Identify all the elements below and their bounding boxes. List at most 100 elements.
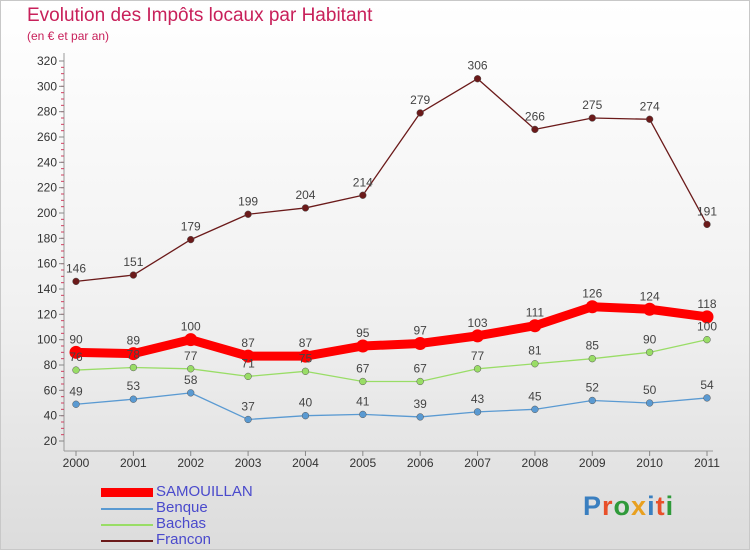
data-label: 76 — [69, 350, 83, 364]
data-point — [301, 412, 310, 420]
y-tick-label: 280 — [37, 105, 57, 119]
data-point — [531, 360, 539, 368]
data-point — [184, 333, 198, 347]
series-bachas — [72, 336, 711, 386]
data-label: 75 — [299, 351, 313, 365]
logo-letter: i — [665, 491, 675, 521]
data-label: 39 — [414, 397, 428, 411]
data-label: 199 — [238, 194, 258, 208]
data-point — [187, 365, 195, 373]
y-tick-label: 300 — [37, 79, 57, 93]
data-label: 40 — [299, 396, 313, 410]
data-label: 77 — [471, 349, 485, 363]
x-tick-label: 2000 — [63, 456, 90, 470]
logo-letter: i — [647, 491, 656, 521]
data-point — [645, 348, 654, 356]
data-label: 100 — [181, 320, 201, 334]
y-tick-label: 140 — [37, 282, 57, 296]
data-label: 85 — [586, 339, 600, 353]
data-point — [473, 408, 482, 416]
data-point — [645, 399, 654, 407]
data-point — [528, 319, 542, 333]
logo-letter: t — [655, 491, 666, 521]
data-label: 179 — [181, 220, 201, 234]
chart-subtitle: (en € et par an) — [27, 29, 110, 43]
data-label: 97 — [414, 323, 428, 337]
data-label: 146 — [66, 261, 86, 275]
data-point — [129, 395, 138, 403]
data-point — [129, 363, 138, 372]
data-label: 53 — [127, 379, 141, 393]
data-label: 204 — [295, 188, 315, 202]
data-label: 118 — [697, 297, 716, 311]
logo-letter: P — [583, 491, 603, 521]
data-point — [187, 235, 195, 244]
series-line — [75, 339, 708, 383]
data-point — [69, 345, 83, 359]
data-label: 52 — [586, 380, 600, 394]
data-label: 41 — [356, 394, 370, 408]
data-point — [126, 347, 140, 361]
data-label: 151 — [123, 255, 143, 269]
y-tick-label: 80 — [44, 358, 58, 372]
x-tick-label: 2008 — [522, 456, 549, 470]
data-label: 54 — [700, 378, 714, 392]
chart-axes: 20 40 60 80 100 120 140 160 180 200 220 240 260 280 30… — [37, 53, 720, 470]
data-label: 77 — [184, 349, 198, 363]
data-label: 81 — [528, 344, 542, 358]
series-francon — [72, 75, 711, 286]
data-label: 67 — [414, 361, 428, 375]
data-label: 50 — [643, 383, 657, 397]
y-tick-label: 240 — [37, 155, 57, 169]
data-label: 43 — [471, 392, 485, 406]
data-point — [241, 349, 255, 363]
data-label: 266 — [525, 109, 545, 123]
logo-letter: x — [631, 491, 648, 521]
data-label: 87 — [241, 336, 255, 350]
data-point — [413, 336, 427, 350]
data-point — [72, 400, 80, 408]
series-line — [71, 302, 712, 361]
y-tick-label: 120 — [37, 307, 57, 321]
data-label: 126 — [582, 287, 602, 301]
x-tick-label: 2001 — [120, 456, 147, 470]
y-tick-label: 220 — [37, 181, 57, 195]
data-point — [531, 405, 539, 413]
data-label: 124 — [640, 289, 660, 303]
data-point — [700, 310, 714, 324]
data-point — [416, 413, 424, 421]
data-point — [359, 191, 367, 199]
x-tick-label: 2003 — [235, 456, 262, 470]
data-point — [244, 372, 252, 381]
data-point — [585, 300, 599, 314]
data-point — [703, 220, 711, 229]
data-label: 306 — [468, 59, 488, 73]
y-tick-label: 60 — [44, 383, 58, 397]
data-label: 274 — [640, 99, 660, 113]
data-point — [643, 302, 657, 316]
data-label: 214 — [353, 175, 373, 189]
chart-title: Evolution des Impôts locaux par Habitant — [27, 5, 373, 26]
data-label: 37 — [241, 399, 255, 413]
y-tick-label: 320 — [37, 54, 57, 68]
data-point — [471, 329, 485, 343]
data-label: 67 — [356, 361, 370, 375]
data-point — [359, 410, 367, 419]
y-tick-label: 100 — [37, 333, 57, 347]
data-label: 49 — [69, 384, 83, 398]
data-point — [187, 389, 195, 397]
y-tick-label: 180 — [37, 231, 57, 245]
data-point — [416, 109, 424, 117]
data-point — [244, 210, 252, 218]
legend-swatch — [101, 524, 153, 526]
data-label: 100 — [697, 320, 717, 334]
x-tick-label: 2004 — [292, 456, 319, 470]
legend-label: Bachas — [156, 515, 207, 532]
x-tick-label: 2011 — [694, 456, 720, 470]
data-label: 279 — [410, 93, 430, 107]
x-tick-label: 2002 — [177, 456, 204, 470]
data-label: 71 — [241, 356, 255, 370]
data-label: 95 — [356, 326, 370, 340]
data-point — [531, 125, 539, 134]
